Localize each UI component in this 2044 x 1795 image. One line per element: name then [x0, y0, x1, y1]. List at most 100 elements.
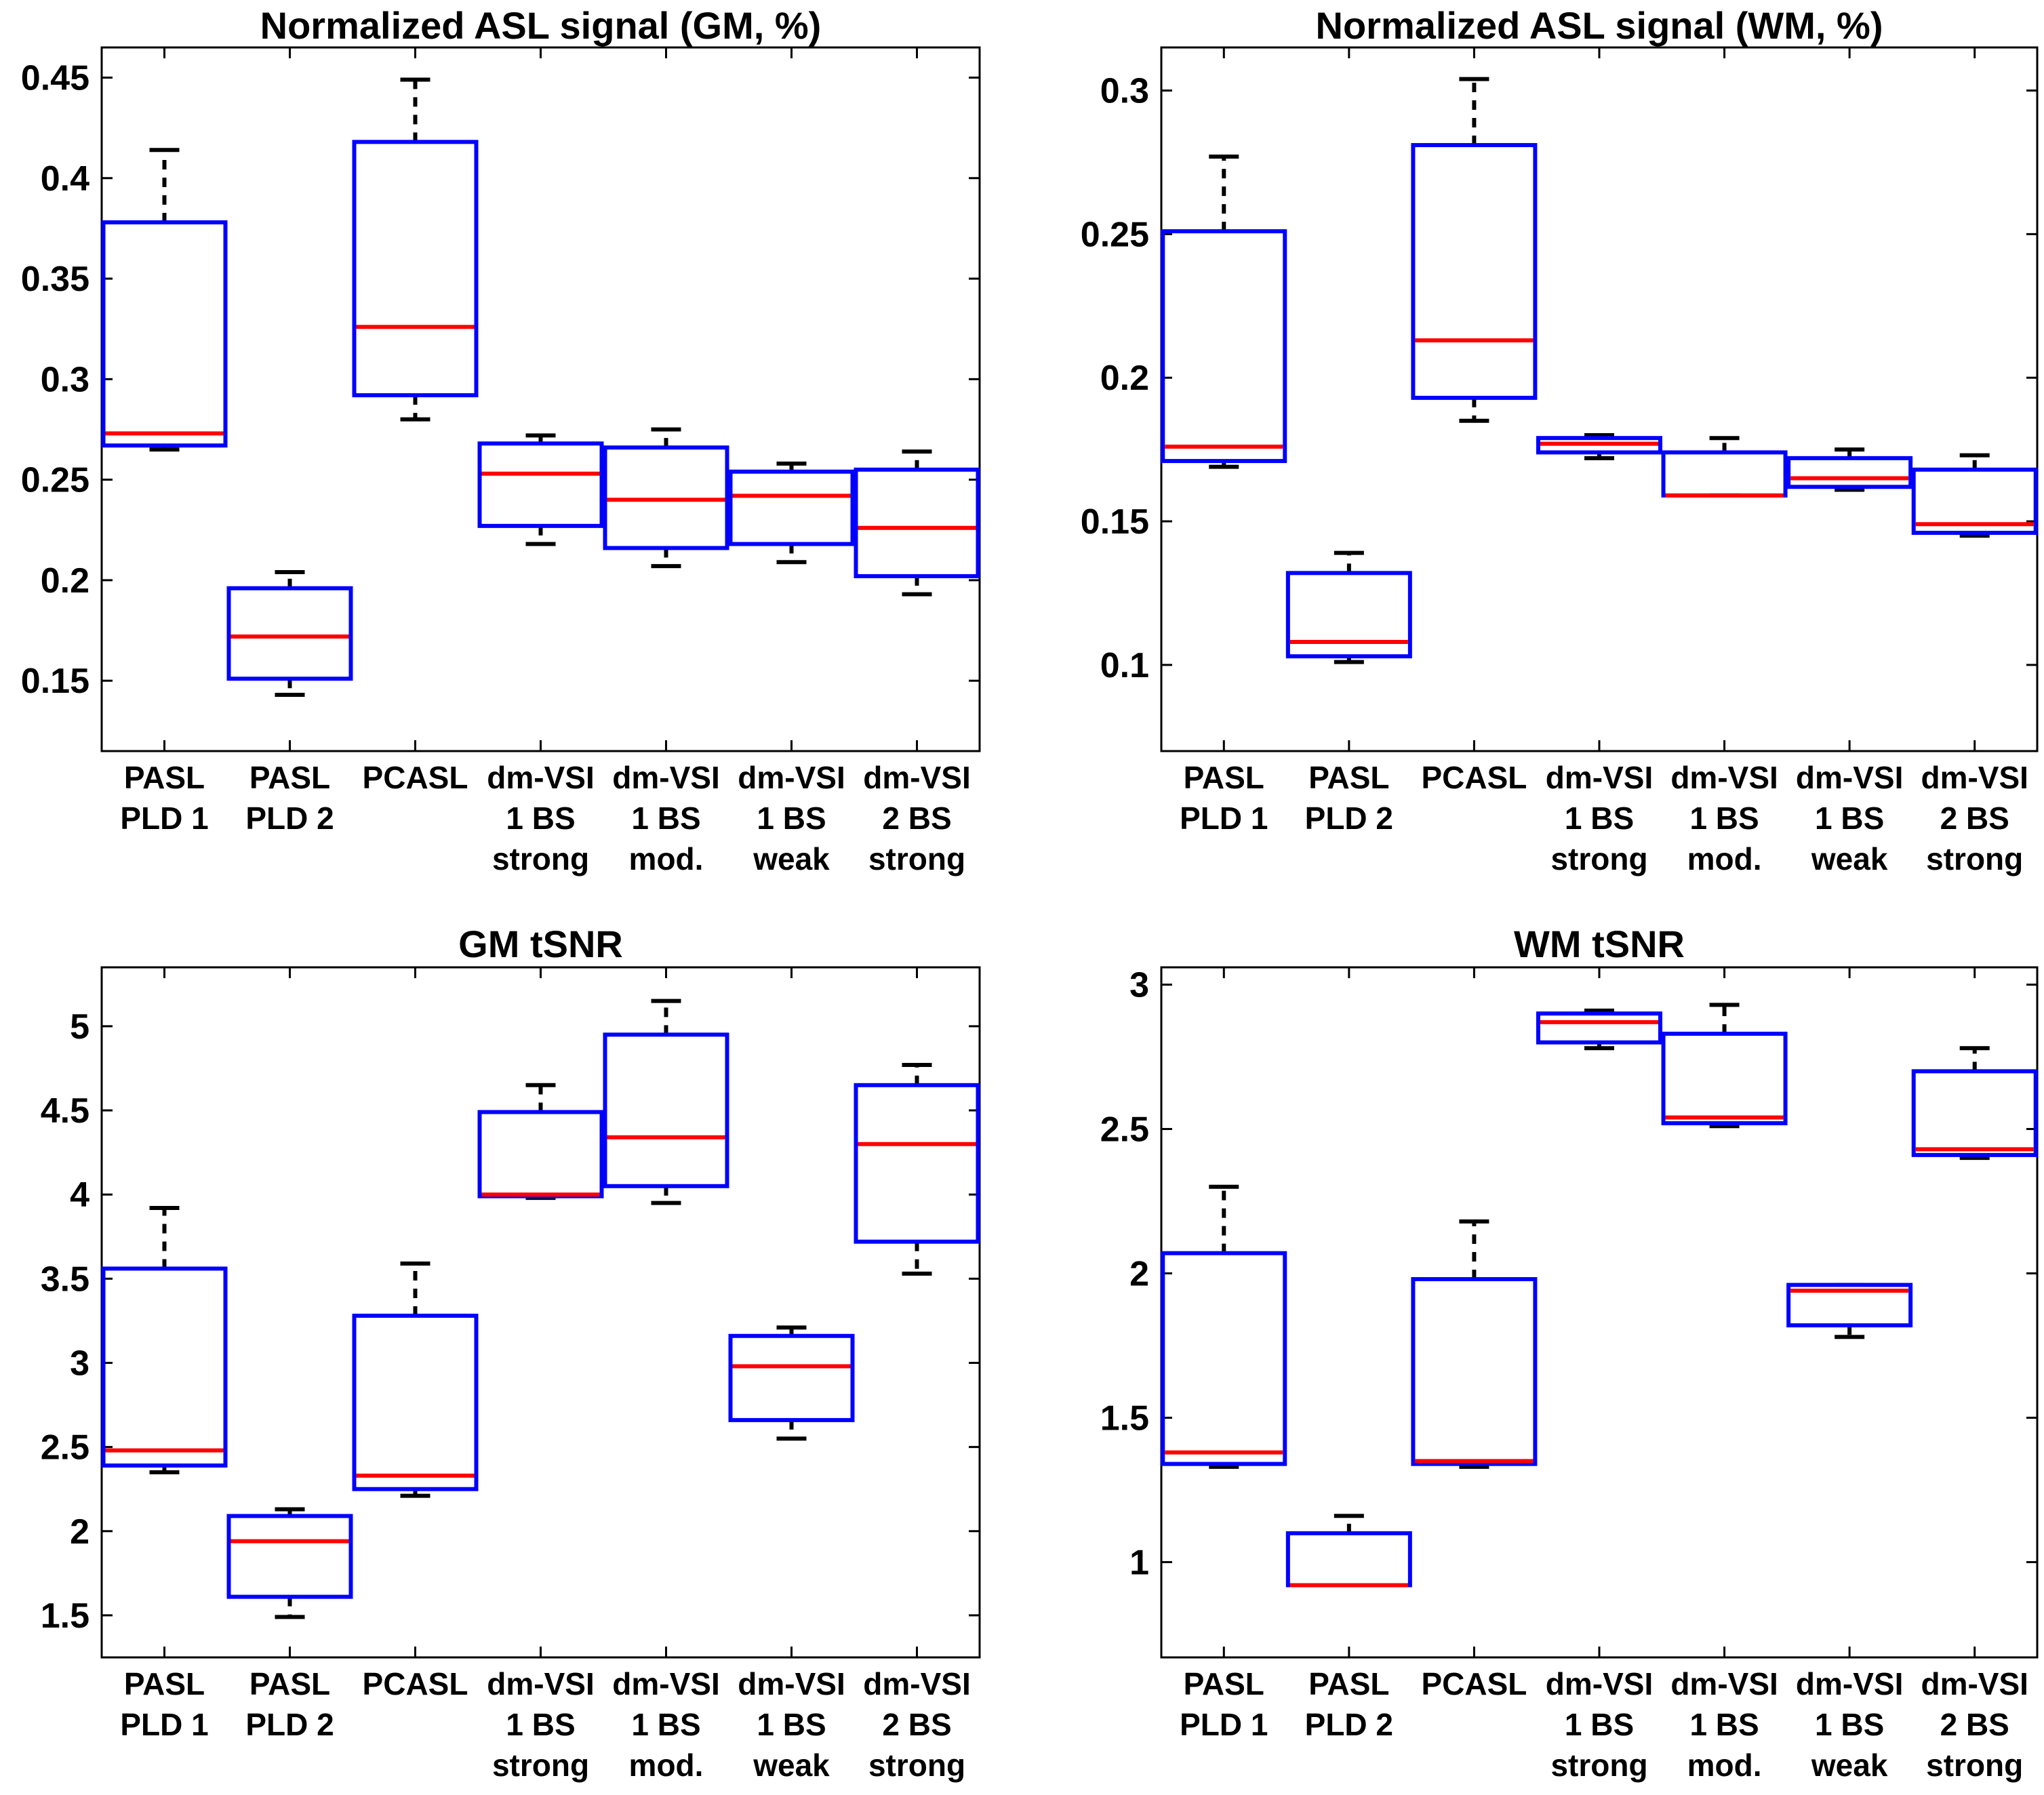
- x-category-label: 1 BS: [1689, 801, 1759, 836]
- y-tick-label: 0.3: [1100, 72, 1149, 111]
- x-category-label: dm-VSI: [1546, 1666, 1653, 1701]
- x-category-label: strong: [492, 841, 589, 876]
- box-plot: [1661, 436, 1788, 498]
- x-category-label: dm-VSI: [1546, 760, 1653, 795]
- x-category-label: 2 BS: [1940, 1707, 2009, 1742]
- x-category-label: weak: [753, 841, 830, 876]
- x-category-label: 1 BS: [506, 801, 575, 836]
- iqr-box: [1536, 1011, 1662, 1045]
- box-plot: [1161, 154, 1287, 469]
- box-plot: [1911, 1046, 2038, 1161]
- y-tick-label: 2.5: [41, 1428, 89, 1468]
- x-category-label: PCASL: [1421, 1666, 1527, 1701]
- chart-title: GM tSNR: [458, 923, 623, 965]
- y-tick-label: 0.2: [41, 561, 89, 601]
- iqr-box: [1661, 1031, 1788, 1126]
- x-category-label: mod.: [629, 841, 704, 876]
- iqr-box: [1786, 456, 1913, 489]
- y-tick-label: 4.5: [41, 1091, 89, 1131]
- x-category-label: strong: [1550, 841, 1647, 876]
- box-plot: [1411, 77, 1538, 423]
- iqr-box: [101, 220, 228, 448]
- x-category-label: dm-VSI: [1670, 760, 1778, 795]
- axes-frame: [1160, 46, 2039, 752]
- iqr-box: [603, 1032, 729, 1188]
- x-category-label: PASL: [124, 760, 205, 795]
- panel-wm-tsnr: WM tSNR 1 1.5 2 2.5 3 PASL PLD 1 PASL PLD 2 PCASL d…: [1100, 923, 2039, 1783]
- panel-gm-tsnr: GM tSNR 1.5 2 2.5 3 3.5 4 4.5 5 PASL PLD 1 PASL PLD …: [41, 923, 981, 1783]
- box-plot: [1911, 453, 2038, 538]
- x-category-label: 1 BS: [1565, 1707, 1634, 1742]
- y-tick-label: 2: [70, 1512, 89, 1552]
- x-category-label: 1 BS: [631, 801, 700, 836]
- x-category-label: mod.: [1687, 841, 1762, 876]
- iqr-box: [226, 1514, 353, 1599]
- box-plot: [1536, 1008, 1662, 1051]
- iqr-box: [1285, 571, 1412, 659]
- y-tick-label: 0.25: [1081, 215, 1149, 254]
- y-tick-label: 3.5: [41, 1259, 89, 1299]
- x-category-label: 2 BS: [1940, 801, 2009, 836]
- box-plot: [603, 427, 729, 569]
- iqr-box: [1285, 1531, 1412, 1588]
- x-category-label: dm-VSI: [612, 1666, 719, 1701]
- chart-title: Normalized ASL signal (WM, %): [1316, 4, 1883, 47]
- iqr-box: [854, 467, 980, 578]
- box-plot: [1661, 1003, 1788, 1129]
- y-tick-label: 2: [1129, 1254, 1149, 1293]
- chart-title: Normalized ASL signal (GM, %): [260, 4, 822, 47]
- x-category-label: PASL: [1308, 760, 1389, 795]
- y-tick-label: 3: [1129, 966, 1149, 1005]
- box-plot: [226, 570, 353, 697]
- x-category-label: PASL: [249, 760, 330, 795]
- y-tick-label: 0.15: [21, 662, 89, 701]
- x-category-label: PASL: [1308, 1666, 1389, 1701]
- y-tick-label: 0.4: [41, 159, 89, 199]
- panel-wm-asl-signal: Normalized ASL signal (WM, %) 0.1 0.15 0.2 0…: [1081, 4, 2039, 876]
- iqr-box: [1411, 1277, 1538, 1466]
- axes-frame: [100, 966, 981, 1659]
- x-category-label: mod.: [629, 1748, 704, 1783]
- x-category-label: dm-VSI: [1921, 760, 2028, 795]
- y-tick-label: 0.45: [21, 58, 89, 98]
- x-category-label: dm-VSI: [1796, 760, 1903, 795]
- x-category-label: 1 BS: [1689, 1707, 1759, 1742]
- x-category-label: mod.: [1687, 1748, 1762, 1783]
- iqr-box: [1536, 436, 1662, 455]
- y-tick-label: 1: [1129, 1543, 1149, 1582]
- x-category-label: weak: [753, 1748, 830, 1783]
- x-category-label: strong: [1926, 1748, 2023, 1783]
- box-plot: [1285, 1514, 1412, 1588]
- y-tick-label: 0.3: [41, 360, 89, 399]
- y-tick-label: 0.2: [1100, 359, 1149, 398]
- box-plot: [352, 77, 479, 422]
- iqr-box: [1161, 229, 1287, 464]
- iqr-box: [477, 1110, 604, 1198]
- iqr-box: [728, 1333, 855, 1422]
- iqr-box: [1911, 467, 2038, 536]
- box-plot: [1411, 1219, 1538, 1469]
- x-category-label: PCASL: [363, 1666, 468, 1701]
- x-category-label: 1 BS: [1815, 801, 1884, 836]
- x-category-label: 1 BS: [1815, 1707, 1884, 1742]
- iqr-box: [1786, 1283, 1913, 1328]
- iqr-box: [101, 1266, 228, 1468]
- box-plot: [854, 1063, 980, 1276]
- x-category-label: dm-VSI: [1921, 1666, 2028, 1701]
- box-plot: [1285, 550, 1412, 664]
- y-tick-label: 0.35: [21, 260, 89, 299]
- x-category-label: 1 BS: [757, 801, 826, 836]
- x-category-label: PCASL: [363, 760, 468, 795]
- y-tick-label: 5: [70, 1007, 89, 1047]
- x-category-label: strong: [1926, 841, 2023, 876]
- x-category-label: PCASL: [1421, 760, 1527, 795]
- iqr-box: [352, 1313, 479, 1491]
- y-tick-label: 4: [70, 1175, 89, 1215]
- x-category-label: dm-VSI: [612, 760, 719, 795]
- box-plot: [226, 1507, 353, 1619]
- box-plot: [1161, 1184, 1287, 1469]
- box-plot: [728, 1325, 855, 1441]
- box-plot: [1786, 1283, 1913, 1339]
- x-category-label: strong: [868, 1748, 965, 1783]
